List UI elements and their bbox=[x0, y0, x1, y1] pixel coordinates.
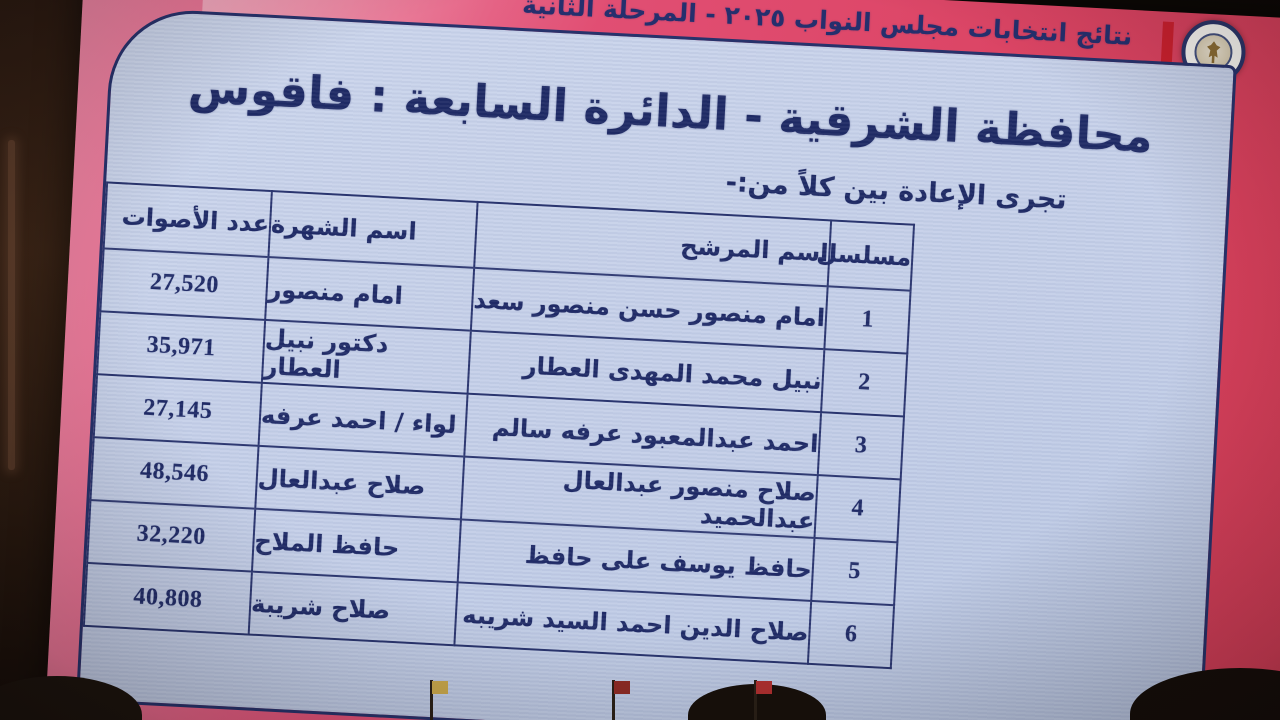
cell-vote-count: 32,220 bbox=[87, 500, 256, 572]
cell-vote-count: 27,145 bbox=[93, 374, 262, 446]
header-alias-name: اسم الشهرة bbox=[268, 191, 478, 268]
cell-serial: 2 bbox=[821, 349, 908, 417]
cell-serial: 3 bbox=[817, 412, 904, 480]
header-serial: مسلسل bbox=[816, 220, 915, 291]
flag-pole bbox=[612, 680, 615, 720]
cell-serial: 5 bbox=[811, 537, 898, 606]
cell-serial: 6 bbox=[807, 600, 895, 669]
flag-cloth bbox=[756, 681, 772, 694]
eagle-icon bbox=[1205, 41, 1222, 64]
cell-alias-name: حافظ الملاح bbox=[251, 508, 461, 583]
wall-light-streak bbox=[8, 140, 15, 470]
flag-pole bbox=[430, 680, 433, 720]
cell-alias-name: صلاح عبدالعال bbox=[255, 445, 465, 520]
cell-vote-count: 35,971 bbox=[97, 311, 266, 383]
header-vote-count: عدد الأصوات bbox=[103, 182, 272, 258]
runoff-results-table: مسلسل اسم المرشح اسم الشهرة عدد الأصوات … bbox=[82, 181, 916, 670]
slide-card: محافظة الشرقية - الدائرة السابعة : فاقوس… bbox=[75, 6, 1237, 720]
flag-pole bbox=[754, 680, 757, 720]
cell-serial: 1 bbox=[824, 286, 911, 354]
cell-alias-name: صلاح شريبة bbox=[248, 571, 458, 646]
cell-vote-count: 48,546 bbox=[90, 437, 259, 509]
flag-cloth bbox=[432, 681, 448, 694]
cell-alias-name: لواء / احمد عرفه bbox=[258, 382, 468, 457]
led-screen: نتائج انتخابات مجلس النواب ٢٠٢٥ - المرحل… bbox=[43, 0, 1280, 720]
cell-alias-name: دكتور نبيل العطار bbox=[261, 319, 471, 394]
cell-vote-count: 27,520 bbox=[100, 248, 269, 320]
cell-vote-count: 40,808 bbox=[83, 562, 252, 635]
cell-serial: 4 bbox=[814, 475, 901, 543]
cell-alias-name: امام منصور bbox=[265, 257, 475, 331]
flag-cloth bbox=[614, 681, 630, 694]
